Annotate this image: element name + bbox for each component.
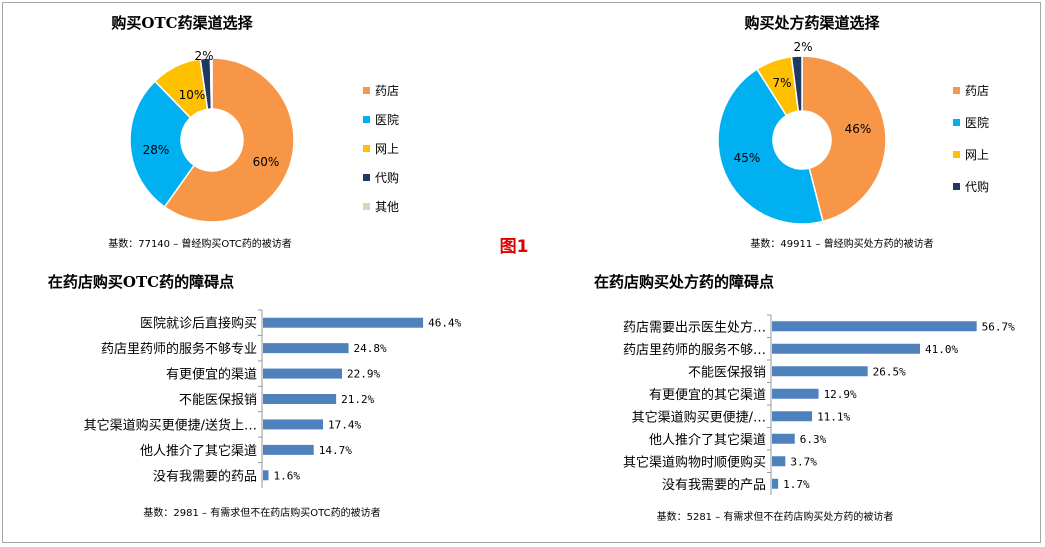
- bar: [263, 317, 424, 328]
- legend-label: 其他: [375, 200, 399, 214]
- pie-value-label: 60%: [253, 155, 280, 169]
- bar-value-label: 14.7%: [319, 444, 352, 457]
- legend-swatch: [953, 119, 960, 126]
- pie-slice-5: [209, 57, 213, 110]
- bar: [772, 411, 813, 422]
- base-note: 基数：5281 – 有需求但不在药店购买处方药的被访者: [657, 510, 894, 523]
- pie-value-label: 45%: [734, 151, 761, 165]
- bar-value-label: 1.7%: [783, 478, 810, 491]
- bar-category-label: 不能医保报销: [688, 365, 766, 380]
- bar-value-label: 46.4%: [428, 317, 461, 330]
- pie-value-label: 28%: [143, 143, 170, 157]
- bar-value-label: 1.6%: [274, 469, 301, 482]
- bar-category-label: 有更便宜的渠道: [166, 367, 257, 383]
- bar-value-label: 11.1%: [817, 410, 850, 423]
- bar-category-label: 药店需要出示医生处方…: [623, 319, 766, 335]
- bar: [263, 343, 349, 354]
- legend-swatch: [363, 116, 370, 123]
- bar-category-label: 药店里药师的服务不够…: [623, 342, 766, 358]
- bar-category-label: 其它渠道购物时顺便购买: [623, 454, 766, 470]
- bar: [263, 368, 343, 379]
- legend-swatch: [953, 151, 960, 158]
- bar: [263, 444, 314, 455]
- bar-category-label: 其它渠道购买更便捷/送货上…: [84, 417, 257, 433]
- bar-value-label: 17.4%: [328, 418, 361, 431]
- legend-swatch: [363, 87, 370, 94]
- bar: [772, 456, 786, 467]
- bar: [772, 366, 868, 377]
- legend-swatch: [953, 183, 960, 190]
- base-note: 基数：2981 – 有需求但不在药店购买OTC药的被访者: [143, 506, 380, 519]
- pie-slice-2: [129, 80, 196, 208]
- pie-value-label: 46%: [845, 122, 872, 136]
- bar-value-label: 24.8%: [354, 342, 387, 355]
- pie-slice-1: [801, 55, 887, 223]
- bar-category-label: 有更便宜的其它渠道: [649, 387, 766, 403]
- bar-value-label: 41.0%: [925, 343, 958, 356]
- bar-category-label: 医院就诊后直接购买: [140, 316, 257, 332]
- pie-value-label: 2%: [793, 40, 812, 54]
- bar: [772, 478, 779, 489]
- bar-value-label: 22.9%: [347, 368, 380, 381]
- pie-value-label: 10%: [179, 88, 206, 102]
- legend-label: 代购: [375, 170, 399, 185]
- legend-label: 药店: [965, 84, 989, 98]
- bar-value-label: 3.7%: [790, 455, 817, 468]
- bar-title: 在药店购买处方药的障碍点: [594, 273, 774, 291]
- legend-label: 代购: [965, 179, 989, 194]
- bar-category-label: 没有我需要的药品: [153, 468, 257, 484]
- bar: [263, 394, 337, 404]
- base-note: 基数：49911 – 曾经购买处方药的被访者: [750, 237, 933, 250]
- bar-value-label: 6.3%: [800, 433, 827, 446]
- bar: [772, 433, 795, 444]
- legend-label: 医院: [965, 116, 989, 130]
- figure-label: 图1: [500, 237, 529, 257]
- bar-category-label: 没有我需要的产品: [662, 477, 766, 493]
- legend-swatch: [363, 203, 370, 210]
- bar-title: 在药店购买OTC药的障碍点: [48, 273, 234, 291]
- bar-category-label: 不能医保报销: [179, 393, 257, 408]
- pie-slice-4: [790, 55, 803, 113]
- bar-value-label: 12.9%: [824, 388, 857, 401]
- bar: [772, 388, 819, 399]
- bar-category-label: 他人推介了其它渠道: [140, 443, 257, 459]
- bar: [263, 419, 324, 430]
- bar: [772, 321, 977, 332]
- legend-swatch: [363, 145, 370, 152]
- bar: [772, 343, 921, 354]
- bar: [263, 470, 269, 481]
- legend-label: 药店: [375, 84, 399, 98]
- legend-label: 网上: [375, 142, 399, 156]
- legend-label: 网上: [965, 148, 989, 162]
- pie-title: 购买OTC药渠道选择: [111, 14, 253, 32]
- pie-value-label: 7%: [772, 76, 791, 90]
- legend-label: 医院: [375, 113, 399, 127]
- bar-value-label: 26.5%: [873, 365, 906, 378]
- bar-value-label: 56.7%: [982, 320, 1015, 333]
- base-note: 基数：77140 – 曾经购买OTC药的被访者: [108, 237, 292, 250]
- legend-swatch: [363, 174, 370, 181]
- pie-title: 购买处方药渠道选择: [744, 14, 880, 32]
- pie-value-label: 2%: [194, 49, 213, 63]
- bar-value-label: 21.2%: [341, 393, 374, 406]
- pie-slice-1: [163, 57, 295, 223]
- pie-slice-2: [717, 68, 824, 225]
- bar-category-label: 他人推介了其它渠道: [649, 432, 766, 448]
- bar-category-label: 药店里药师的服务不够专业: [101, 341, 257, 357]
- legend-swatch: [953, 87, 960, 94]
- bar-category-label: 其它渠道购买更便捷/…: [632, 409, 766, 425]
